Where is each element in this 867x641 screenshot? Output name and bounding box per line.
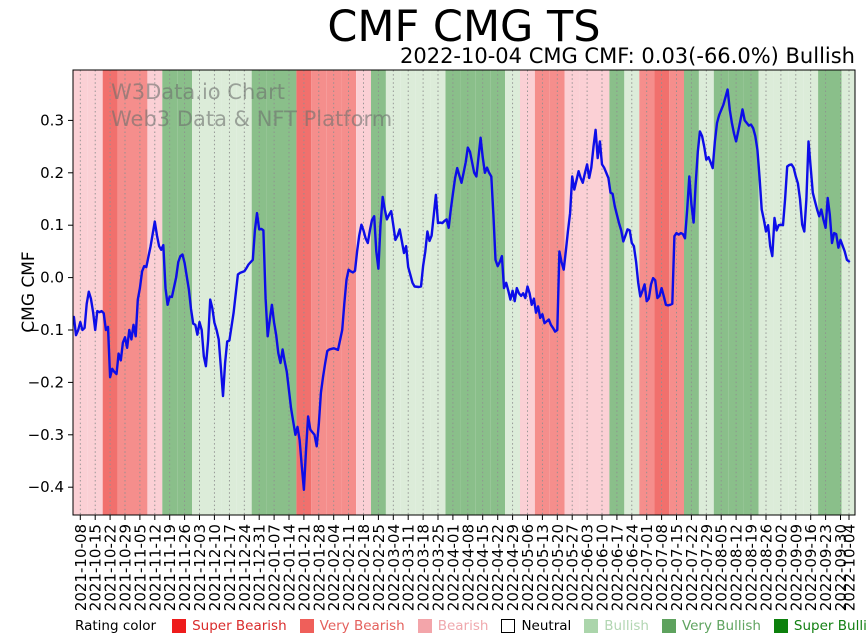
x-tick-label: 2021-11-26 [176, 524, 194, 611]
legend-item-very-bullish: Very Bullish [661, 618, 761, 634]
x-tick-label: 2022-07-15 [668, 524, 686, 611]
x-tick-label: 2021-12-03 [191, 524, 209, 611]
x-tick-label: 2022-06-17 [608, 524, 626, 611]
y-tick-label: −0.2 [28, 373, 64, 391]
y-tick-label: −0.1 [28, 321, 64, 339]
x-tick-label: 2022-04-08 [459, 524, 477, 611]
neutral-label: Neutral [521, 618, 572, 634]
bearish-swatch [417, 619, 432, 633]
y-tick-label: −0.4 [28, 478, 64, 496]
x-tick-label: 2022-03-18 [415, 524, 433, 611]
x-tick-label: 2021-11-05 [131, 524, 149, 611]
x-tick-label: 2022-02-11 [340, 524, 358, 611]
y-axis: 0.3 0.2 0.1 0.0 −0.1 −0.2 −0.3 −0.4 [28, 111, 73, 496]
x-tick-label: 2022-09-23 [817, 524, 835, 611]
x-tick-label: 2022-09-09 [787, 524, 805, 611]
neutral-swatch [501, 619, 516, 633]
x-tick-label: 2021-10-29 [117, 524, 135, 611]
x-tick-label: 2021-12-24 [236, 524, 254, 611]
chart-subtitle: 2022-10-04 CMG CMF: 0.03(-66.0%) Bullish [399, 44, 855, 68]
x-tick-label: 2022-01-07 [266, 524, 284, 611]
x-tick-label: 2021-11-12 [146, 524, 164, 611]
cmf-line [73, 88, 851, 491]
rating-legend: Rating color Super Bearish Very Bearish Be… [75, 613, 867, 639]
x-tick-label: 2022-09-02 [772, 524, 790, 611]
x-tick-label: 2022-06-24 [623, 524, 641, 611]
chart-title: CMF CMG TS [327, 2, 601, 52]
super-bullish-swatch [773, 619, 788, 633]
rating-band [841, 70, 855, 515]
legend-item-super-bearish: Super Bearish [172, 618, 287, 634]
y-tick-label: −0.3 [28, 426, 64, 444]
x-tick-label: 2021-12-10 [206, 524, 224, 611]
x-tick-label: 2021-12-31 [251, 524, 269, 611]
y-tick-label: 0.0 [40, 269, 64, 287]
x-tick-label: 2021-10-15 [87, 524, 105, 611]
plot-border [72, 69, 856, 516]
very-bearish-label: Very Bearish [319, 618, 405, 634]
y-axis-label: CMG CMF [19, 251, 39, 333]
x-tick-label: 2022-10-04 [841, 524, 859, 611]
x-tick-label: 2022-04-22 [489, 524, 507, 611]
bullish-label: Bullish [604, 618, 649, 634]
x-tick-label: 2022-07-22 [683, 524, 701, 611]
very-bullish-swatch [661, 619, 676, 633]
legend-item-neutral: Neutral [501, 618, 571, 634]
x-tick-label: 2022-05-20 [549, 524, 567, 611]
gridlines [79, 70, 850, 515]
y-tick-label: 0.2 [40, 164, 64, 182]
x-tick-label: 2022-08-12 [728, 524, 746, 611]
x-tick-label: 2022-08-26 [758, 524, 776, 611]
legend-item-very-bearish: Very Bearish [299, 618, 405, 634]
x-tick-label: 2022-06-10 [594, 524, 612, 611]
bearish-label: Bearish [437, 618, 489, 634]
legend-items: Super Bearish Very Bearish Bearish Neutral B… [172, 618, 867, 634]
super-bullish-label: Super Bullish [793, 618, 867, 634]
x-tick-label: 2022-07-01 [638, 524, 656, 611]
bullish-swatch [584, 619, 599, 633]
x-tick-label: 2022-07-08 [653, 524, 671, 611]
x-tick-label: 2022-03-04 [385, 524, 403, 611]
x-tick-label: 2022-09-30 [832, 524, 850, 611]
x-tick-label: 2022-01-28 [310, 524, 328, 611]
x-tick-label: 2022-09-16 [802, 524, 820, 611]
x-tick-label: 2022-03-25 [430, 524, 448, 611]
x-tick-label: 2022-04-29 [504, 524, 522, 611]
x-tick-label: 2021-10-08 [72, 524, 90, 611]
x-tick-label: 2022-02-25 [370, 524, 388, 611]
super-bearish-swatch [172, 619, 187, 633]
legend-item-bullish: Bullish [584, 618, 649, 634]
x-tick-label: 2022-05-27 [564, 524, 582, 611]
super-bearish-label: Super Bearish [192, 618, 287, 634]
x-tick-label: 2022-03-11 [400, 524, 418, 611]
x-tick-label: 2022-01-14 [281, 524, 299, 611]
legend-title: Rating color [75, 618, 157, 634]
legend-item-super-bullish: Super Bullish [773, 618, 867, 634]
x-tick-label: 2022-02-04 [325, 524, 343, 611]
x-tick-label: 2021-12-17 [221, 524, 239, 611]
x-tick-label: 2022-06-03 [579, 524, 597, 611]
x-tick-label: 2022-08-19 [743, 524, 761, 611]
very-bearish-swatch [299, 619, 314, 633]
x-tick-label: 2022-07-29 [698, 524, 716, 611]
x-tick-label: 2022-02-18 [355, 524, 373, 611]
x-tick-label: 2022-08-05 [713, 524, 731, 611]
x-tick-label: 2022-01-21 [295, 524, 313, 611]
legend-item-bearish: Bearish [417, 618, 489, 634]
x-tick-label: 2022-05-13 [534, 524, 552, 611]
y-tick-label: 0.3 [40, 111, 64, 129]
y-tick-label: 0.1 [40, 216, 64, 234]
very-bullish-label: Very Bullish [681, 618, 761, 634]
x-tick-label: 2021-11-19 [161, 524, 179, 611]
x-tick-label: 2022-04-15 [474, 524, 492, 611]
x-tick-label: 2022-04-01 [444, 524, 462, 611]
x-tick-label: 2022-05-06 [519, 524, 537, 611]
x-tick-label: 2021-10-22 [102, 524, 120, 611]
x-axis: 2021-10-082021-10-152021-10-222021-10-29… [72, 515, 859, 611]
